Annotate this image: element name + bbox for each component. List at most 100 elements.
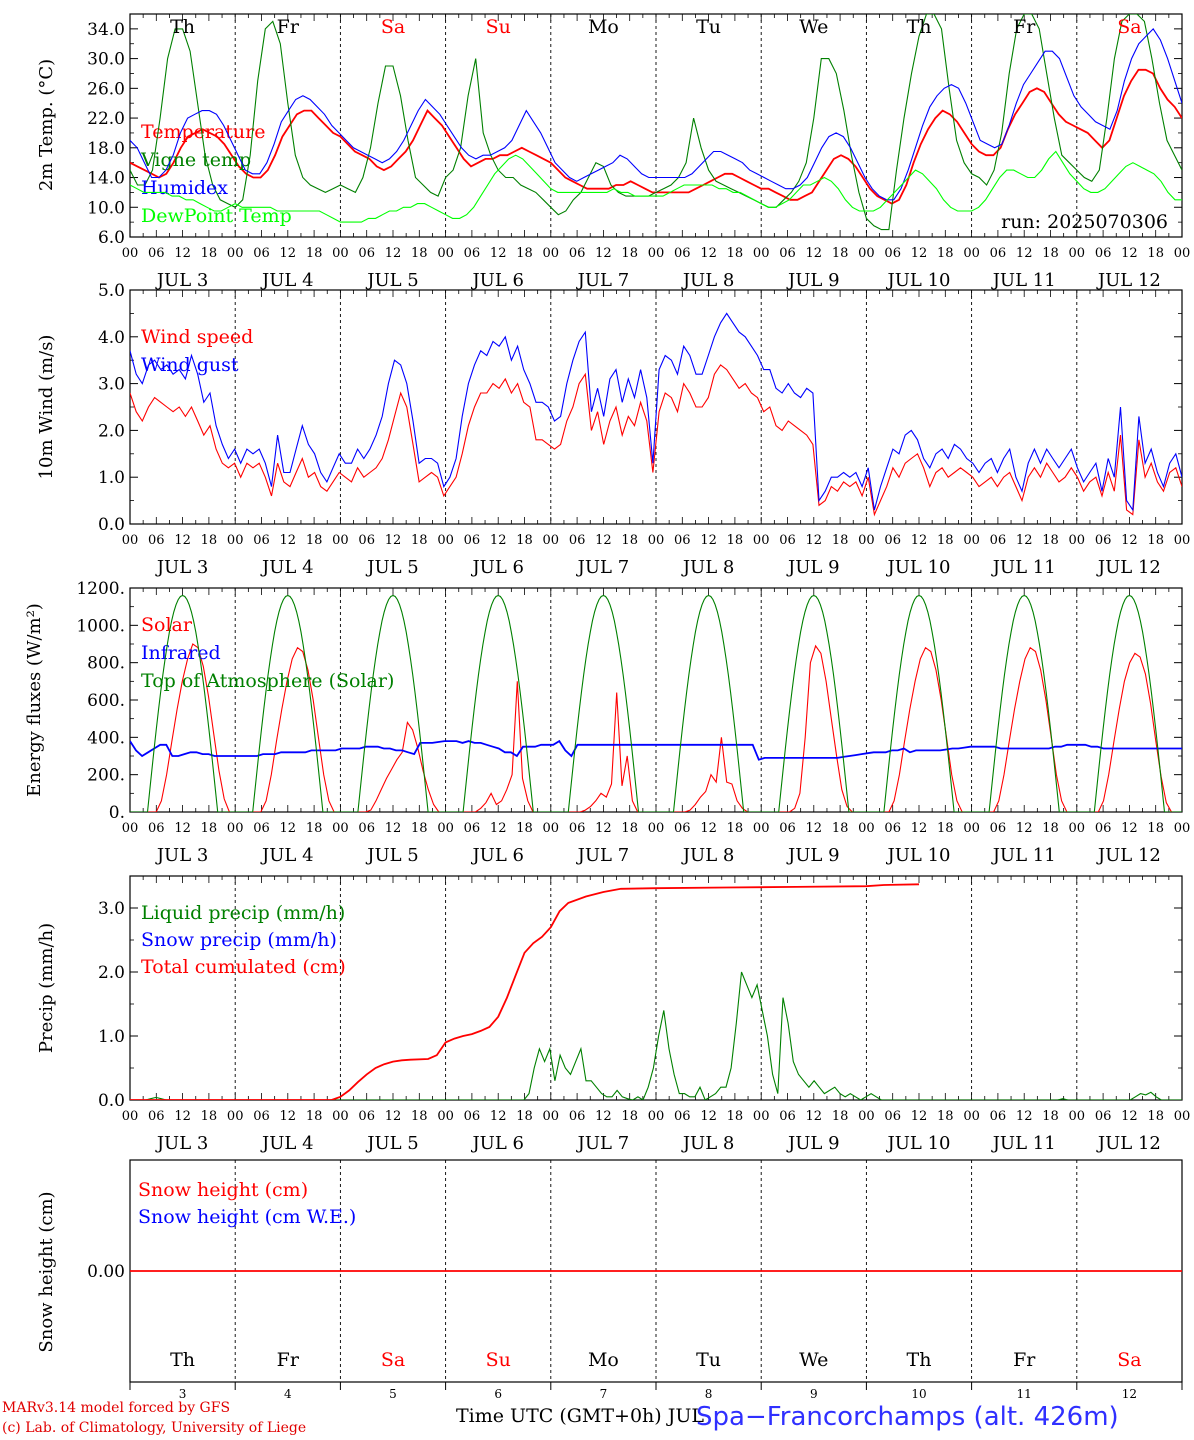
hour-label: 00 [122,246,139,261]
hour-label: 12 [1016,533,1033,548]
hour-label: 18 [516,1109,533,1124]
legend-entry: Wind gust [141,354,239,376]
series-line-total-cumulated-cm- [130,883,920,1100]
hour-label: 06 [569,533,586,548]
hour-label: 18 [621,821,638,836]
hour-label: 06 [569,821,586,836]
series-line-wind-gust [130,312,1182,512]
date-label: JUL 8 [681,270,735,291]
hour-label: 00 [648,1109,665,1124]
hour-label: 00 [963,1109,980,1124]
date-label: JUL 11 [991,557,1056,578]
y-tick-label: 6.0 [98,228,125,248]
hour-label: 12 [806,1109,823,1124]
hour-label: 00 [1069,533,1086,548]
legend-entry: Infrared [141,642,221,664]
hour-label: 18 [832,1109,849,1124]
weekday-label-bottom: Th [907,1349,932,1371]
series-line-humidex [130,28,1182,201]
y-tick-label: 3.0 [98,899,125,919]
legend-entry: Wind speed [141,326,253,348]
hour-label: 06 [990,1109,1007,1124]
day-number: 3 [179,1387,187,1401]
hour-label: 00 [1069,246,1086,261]
time-axis-label: Time UTC (GMT+0h) JUL [456,1405,704,1427]
hour-label: 06 [358,533,375,548]
day-number: 6 [494,1387,502,1401]
y-tick-label: 0.0 [98,1091,125,1111]
hour-label: 12 [280,533,297,548]
run-annotation: run: 2025070306 [1001,211,1168,233]
series-line-dewpoint-temp [130,150,1182,223]
hour-label: 18 [937,533,954,548]
hour-label: 12 [911,533,928,548]
y-tick-label: 18.0 [87,139,125,159]
hour-label: 00 [648,533,665,548]
legend-entry: Snow precip (mm/h) [141,929,337,951]
date-label: JUL 5 [365,845,419,866]
hour-label: 06 [148,246,165,261]
date-label: JUL 9 [786,270,840,291]
hour-label: 06 [253,533,270,548]
hour-label: 00 [858,1109,875,1124]
hour-label: 12 [1121,821,1138,836]
hour-label: 12 [490,246,507,261]
hour-label: 06 [253,821,270,836]
date-label: JUL 4 [260,1133,314,1154]
weekday-label-bottom: Su [486,1349,511,1371]
hour-label: 00 [963,246,980,261]
hour-label: 18 [727,821,744,836]
legend-entry: Snow height (cm) [138,1179,308,1201]
hour-label: 00 [753,1109,770,1124]
hour-label: 00 [437,533,454,548]
hour-label: 18 [1147,1109,1164,1124]
hour-label: 18 [516,821,533,836]
hour-label: 18 [727,246,744,261]
date-label: JUL 3 [155,557,209,578]
date-label: JUL 5 [365,270,419,291]
hour-label: 06 [464,1109,481,1124]
hour-label: 12 [490,1109,507,1124]
hour-label: 06 [674,821,691,836]
hour-label: 06 [779,246,796,261]
legend-entry: Humidex [141,177,228,199]
hour-label: 06 [674,246,691,261]
day-number: 9 [810,1387,818,1401]
date-label: JUL 3 [155,845,209,866]
y-tick-label: 600. [87,691,125,711]
date-label: JUL 7 [576,557,630,578]
hour-label: 00 [858,533,875,548]
y-tick-label: 2.0 [98,421,125,441]
weekday-label: Tu [696,16,721,38]
y-tick-label: 5.0 [98,281,125,301]
weekday-label: Fr [1013,16,1036,38]
weekday-label-bottom: Fr [277,1349,300,1371]
date-label: JUL 4 [260,557,314,578]
hour-label: 18 [832,821,849,836]
date-label: JUL 4 [260,845,314,866]
hour-label: 00 [122,1109,139,1124]
date-label: JUL 5 [365,557,419,578]
weekday-label: We [799,16,828,38]
hour-label: 12 [1121,246,1138,261]
weekday-label-bottom: Sa [1117,1349,1141,1371]
hour-label: 06 [674,533,691,548]
weekday-label-bottom: Mo [588,1349,619,1371]
hour-label: 18 [411,533,428,548]
hour-label: 00 [1174,1109,1191,1124]
y-tick-label: 0. [109,803,125,823]
hour-label: 18 [1147,821,1164,836]
hour-label: 06 [990,246,1007,261]
weekday-label: Th [170,16,195,38]
y-tick-label: 4.0 [98,328,125,348]
date-label: JUL 7 [576,270,630,291]
hour-label: 06 [1095,246,1112,261]
hour-label: 18 [727,1109,744,1124]
hour-label: 00 [227,246,244,261]
hour-label: 18 [306,246,323,261]
hour-label: 06 [1095,533,1112,548]
hour-label: 06 [779,821,796,836]
hour-label: 12 [174,246,191,261]
series-line-wind-speed [130,364,1182,517]
